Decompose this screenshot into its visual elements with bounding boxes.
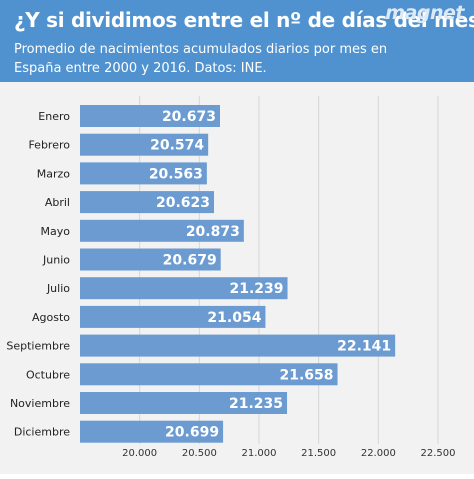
bar — [80, 420, 224, 443]
bar — [80, 191, 215, 214]
bar — [80, 219, 244, 242]
bar-chart: 20.673 20.574 20.563 20.623 20.873 20.679 21.2… — [6, 96, 456, 459]
bars: 20.673 20.574 20.563 20.623 20.873 20.679 21.2… — [80, 105, 396, 443]
x-tick-label: 22.500 — [421, 448, 456, 459]
brand-logo: magnet — [385, 2, 464, 24]
category-label: Octubre — [26, 368, 70, 381]
category-label: Junio — [42, 254, 70, 267]
bar — [80, 363, 338, 386]
bar-value-label: 20.574 — [150, 138, 204, 154]
category-label: Septiembre — [6, 340, 70, 353]
chart-subtitle: Promedio de nacimientos acumulados diari… — [14, 42, 388, 76]
bar-value-label: 20.679 — [163, 253, 217, 269]
category-label: Diciembre — [14, 426, 70, 439]
category-label: Noviembre — [10, 397, 70, 410]
x-tick-label: 21.500 — [301, 448, 336, 459]
bar — [80, 133, 209, 156]
bar — [80, 248, 221, 271]
chart-title: ¿Y si dividimos entre el nº de días del … — [14, 8, 474, 32]
bar-value-label: 22.141 — [337, 339, 391, 355]
chart-header: ¿Y si dividimos entre el nº de días del … — [0, 0, 474, 82]
bar-value-label: 20.673 — [162, 109, 216, 125]
x-tick-label: 21.000 — [242, 448, 277, 459]
category-label: Abril — [45, 196, 70, 209]
bar — [80, 305, 266, 328]
bar-value-label: 20.873 — [186, 224, 240, 240]
x-tick-label: 22.000 — [361, 448, 396, 459]
bar-value-label: 20.623 — [156, 195, 210, 211]
bar — [80, 334, 396, 357]
bar-value-label: 20.563 — [149, 166, 203, 182]
bar — [80, 162, 207, 185]
category-label: Febrero — [28, 139, 70, 152]
category-label: Enero — [38, 110, 70, 123]
x-tick-label: 20.000 — [122, 448, 157, 459]
bar-value-label: 21.239 — [229, 281, 283, 297]
category-label: Marzo — [37, 167, 71, 180]
x-axis-ticks: 20.000 20.500 21.000 21.500 22.000 22.500 — [122, 448, 455, 459]
bar-value-label: 21.235 — [229, 396, 283, 412]
category-label: Agosto — [32, 311, 70, 324]
bar — [80, 277, 288, 300]
bar-value-label: 20.699 — [165, 425, 219, 441]
category-label: Mayo — [41, 225, 71, 238]
chart-area: 20.673 20.574 20.563 20.623 20.873 20.679 21.2… — [0, 82, 474, 474]
x-tick-label: 20.500 — [182, 448, 217, 459]
category-labels: Enero Febrero Marzo Abril Mayo Junio Julio Agos… — [6, 110, 70, 439]
bar-value-label: 21.658 — [279, 367, 333, 383]
bar-value-label: 21.054 — [207, 310, 261, 326]
bar — [80, 105, 220, 127]
bar — [80, 392, 288, 414]
category-label: Julio — [46, 282, 70, 295]
